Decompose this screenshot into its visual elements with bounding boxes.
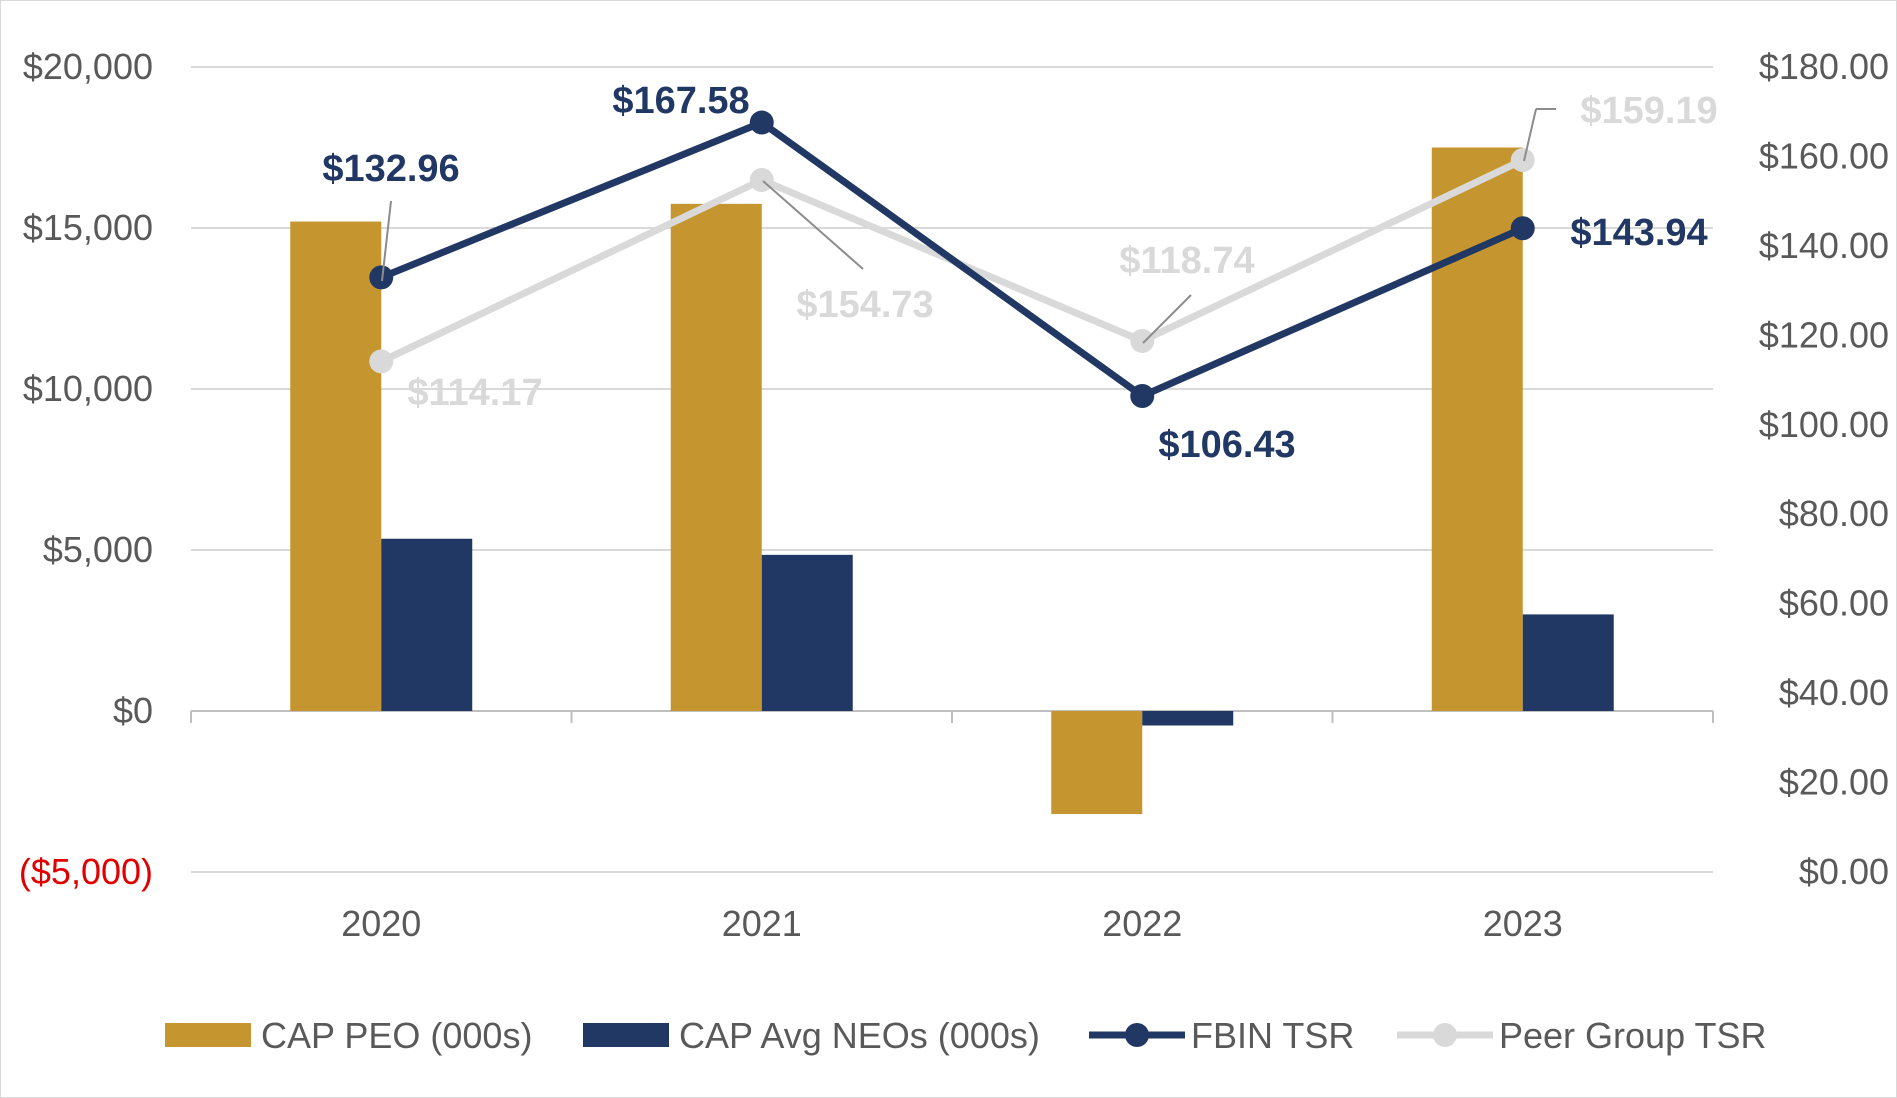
- peer-group-tsr-point: [369, 349, 394, 374]
- legend-peer-group-tsr-marker: [1433, 1023, 1457, 1047]
- peer-group-tsr-point: [1510, 148, 1535, 173]
- fbin-tsr-data-label: $167.58: [612, 80, 749, 122]
- right-axis-tick-label: $120.00: [1759, 314, 1889, 355]
- peer-group-tsr-data-label: $114.17: [407, 372, 542, 414]
- left-axis-tick-label: $20,000: [23, 46, 153, 87]
- right-axis-tick-label: $100.00: [1759, 404, 1889, 445]
- fbin-tsr-line: [379, 119, 1525, 400]
- right-axis-tick-label: $80.00: [1779, 493, 1889, 534]
- right-axis-tick-label: $0.00: [1799, 851, 1889, 892]
- fbin-tsr-data-label: $143.94: [1570, 212, 1707, 254]
- left-axis-tick-label: $15,000: [23, 207, 153, 248]
- fbin-tsr-point: [749, 110, 774, 135]
- category-label: 2021: [722, 903, 802, 944]
- bar-cap-avg-neos-2022: [1142, 711, 1234, 726]
- category-label: 2023: [1483, 903, 1563, 944]
- leader-line-fbin-2020: [381, 200, 392, 282]
- bar-cap-avg-neos-2020: [381, 538, 473, 711]
- legend-cap-peo-label: CAP PEO (000s): [261, 1015, 532, 1056]
- legend-fbin-tsr-marker: [1125, 1023, 1149, 1047]
- bar-cap-peo-2022: [1051, 711, 1143, 815]
- legend-peer-group-tsr-label: Peer Group TSR: [1499, 1015, 1766, 1056]
- bar-cap-avg-neos-2021: [761, 554, 853, 711]
- right-axis-tick-label: $160.00: [1759, 135, 1889, 176]
- fbin-tsr-point: [369, 265, 394, 290]
- leader-line-peer-2021: [762, 180, 864, 270]
- leader-line-peer-2023a: [1523, 108, 1537, 162]
- category-label: 2022: [1102, 903, 1182, 944]
- category-label: 2020: [341, 903, 421, 944]
- legend-cap-peo-swatch: [165, 1023, 251, 1047]
- legend-cap-avg-neos-label: CAP Avg NEOs (000s): [679, 1015, 1040, 1056]
- right-axis-tick-label: $140.00: [1759, 225, 1889, 266]
- right-axis-tick-label: $40.00: [1779, 672, 1889, 713]
- peer-group-tsr-data-label: $159.19: [1580, 90, 1717, 132]
- bar-cap-peo-2020: [290, 221, 382, 711]
- legend-fbin-tsr-label: FBIN TSR: [1191, 1015, 1354, 1056]
- bar-cap-peo-2021: [670, 203, 762, 711]
- peer-group-tsr-point: [1130, 328, 1155, 353]
- left-axis-tick-label: $10,000: [23, 368, 153, 409]
- right-axis-tick-label: $60.00: [1779, 583, 1889, 624]
- right-axis-tick-label: $20.00: [1779, 762, 1889, 803]
- left-axis-tick-label: ($5,000): [19, 851, 153, 892]
- fbin-tsr-point: [1130, 384, 1155, 409]
- left-axis-tick-label: $0: [113, 690, 153, 731]
- fbin-tsr-data-label: $106.43: [1158, 424, 1295, 466]
- right-axis-tick-label: $180.00: [1759, 46, 1889, 87]
- fbin-tsr-point: [1510, 216, 1535, 241]
- left-axis-tick-label: $5,000: [43, 529, 153, 570]
- peer-group-tsr-data-label: $154.73: [796, 284, 933, 326]
- bar-cap-avg-neos-2023: [1522, 614, 1614, 711]
- bar-cap-peo-2023: [1431, 147, 1523, 711]
- peer-group-tsr-data-label: $118.74: [1119, 240, 1254, 282]
- leader-line-peer-2022: [1142, 294, 1192, 344]
- legend-cap-avg-neos-swatch: [583, 1023, 669, 1047]
- fbin-tsr-data-label: $132.96: [322, 148, 459, 190]
